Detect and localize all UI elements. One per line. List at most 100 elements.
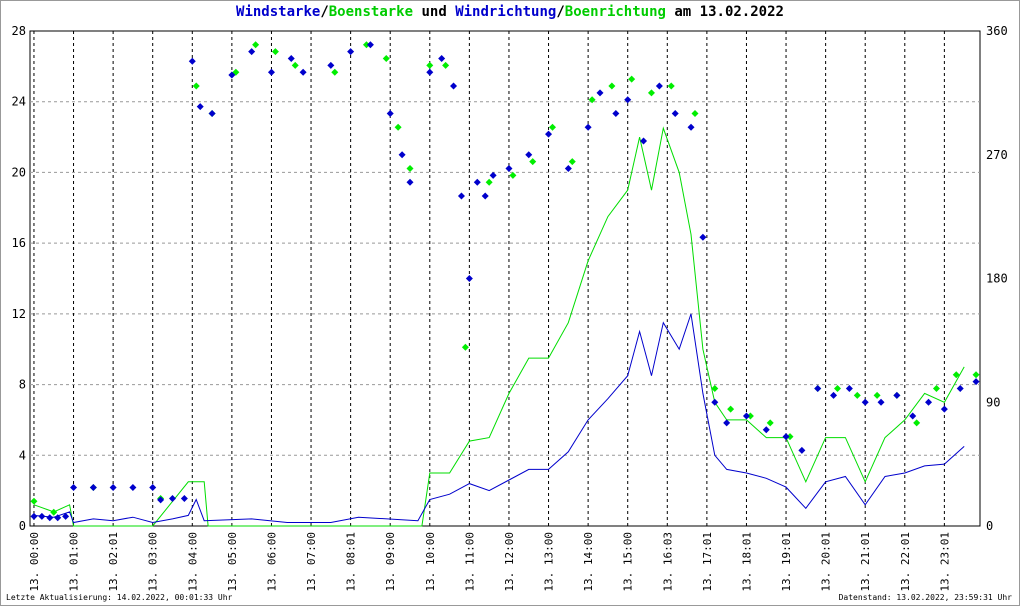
title-part-4: Windrichtung bbox=[455, 4, 557, 20]
wind-direction-point-48 bbox=[711, 398, 719, 406]
gust-direction-point-17 bbox=[461, 343, 469, 351]
gust-direction-point-40 bbox=[932, 385, 940, 392]
wind-direction-point-6 bbox=[89, 484, 97, 491]
gust-direction-point-14 bbox=[406, 165, 414, 172]
x-tick-14: 13. 14:00 bbox=[582, 532, 595, 592]
wind-direction-point-57 bbox=[861, 398, 869, 406]
wind-direction-point-64 bbox=[972, 378, 980, 386]
x-tick-23: 13. 23:01 bbox=[938, 532, 951, 592]
title-part-3: und bbox=[413, 4, 456, 20]
gust-direction-point-11 bbox=[362, 41, 370, 49]
title-part-7: am 13.02.2022 bbox=[665, 4, 784, 20]
gust-direction-point-33 bbox=[786, 433, 794, 441]
wind-direction-point-39 bbox=[584, 123, 592, 131]
x-tick-21: 13. 21:01 bbox=[859, 532, 872, 592]
title-part-5: / bbox=[556, 4, 565, 20]
wind-direction-point-46 bbox=[687, 123, 695, 131]
gust-direction-point-42 bbox=[972, 371, 980, 379]
wind-direction-point-33 bbox=[481, 192, 489, 200]
wind-direction-point-36 bbox=[525, 151, 533, 159]
wind-direction-point-42 bbox=[624, 96, 632, 104]
wind-direction-point-21 bbox=[327, 61, 335, 69]
y-left-tick-0: 0 bbox=[19, 519, 26, 533]
wind-direction-point-1 bbox=[38, 512, 46, 520]
wind-direction-point-12 bbox=[180, 495, 188, 502]
x-tick-22: 13. 22:01 bbox=[899, 532, 912, 592]
y-left-tick-5: 20 bbox=[12, 165, 26, 179]
wind-direction-point-9 bbox=[149, 484, 157, 491]
wind-direction-point-58 bbox=[877, 398, 885, 406]
x-tick-7: 13. 07:00 bbox=[305, 532, 318, 592]
gust-direction-point-16 bbox=[442, 61, 450, 69]
wind-direction-point-26 bbox=[406, 178, 414, 186]
wind-direction-point-56 bbox=[845, 385, 853, 392]
x-tick-17: 13. 17:01 bbox=[701, 532, 714, 592]
wind-direction-point-2 bbox=[46, 514, 54, 522]
gust-direction-point-30 bbox=[727, 405, 735, 413]
x-tick-5: 13. 05:00 bbox=[226, 532, 239, 592]
x-tick-18: 13. 18:01 bbox=[740, 532, 753, 592]
wind-direction-point-18 bbox=[267, 68, 275, 76]
wind-direction-point-44 bbox=[655, 82, 663, 90]
x-tick-2: 13. 02:01 bbox=[107, 532, 120, 592]
wind-direction-point-14 bbox=[196, 103, 204, 111]
gust-direction-point-29 bbox=[711, 385, 719, 392]
wind-direction-point-24 bbox=[386, 110, 394, 117]
y-left-tick-4: 16 bbox=[12, 236, 26, 250]
gust-direction-point-22 bbox=[568, 158, 576, 166]
gust-direction-point-9 bbox=[291, 61, 299, 69]
gust-direction-point-21 bbox=[549, 123, 556, 131]
plot-area bbox=[29, 30, 981, 527]
x-tick-0: 13. 00:00 bbox=[28, 532, 41, 592]
y-right-tick-1: 90 bbox=[986, 395, 1000, 409]
chart-title: Windstarke/Boenstarke und Windrichtung/B… bbox=[0, 4, 1020, 20]
gust-direction-point-31 bbox=[746, 412, 754, 420]
wind-direction-point-32 bbox=[473, 178, 481, 186]
wind-direction-point-29 bbox=[450, 82, 458, 90]
x-tick-13: 13. 13:00 bbox=[543, 532, 556, 592]
x-tick-19: 13. 19:01 bbox=[780, 532, 793, 592]
wind-direction-point-47 bbox=[699, 233, 707, 241]
x-tick-3: 13. 03:00 bbox=[147, 532, 160, 592]
gust-direction-point-36 bbox=[853, 391, 861, 399]
x-tick-16: 13. 16:03 bbox=[661, 532, 674, 592]
gust-direction-point-15 bbox=[426, 61, 434, 69]
gust-direction-point-10 bbox=[331, 68, 339, 76]
gust-direction-point-4 bbox=[192, 82, 200, 90]
wind-direction-point-7 bbox=[109, 484, 117, 491]
wind-direction-point-28 bbox=[438, 55, 446, 62]
wind-direction-point-35 bbox=[505, 165, 513, 172]
wind-direction-point-52 bbox=[782, 433, 790, 441]
wind-direction-point-60 bbox=[909, 412, 917, 420]
y-left-tick-1: 4 bbox=[19, 448, 26, 462]
wind-direction-point-19 bbox=[287, 55, 295, 62]
title-part-0: Windstarke bbox=[236, 4, 321, 20]
wind-direction-point-54 bbox=[814, 385, 822, 392]
wind-speed-line bbox=[33, 313, 965, 524]
wind-direction-point-5 bbox=[70, 484, 78, 491]
wind-direction-point-51 bbox=[762, 426, 770, 434]
wind-direction-point-0 bbox=[30, 512, 38, 520]
y-right-tick-3: 270 bbox=[986, 148, 1008, 162]
wind-direction-point-13 bbox=[188, 57, 196, 65]
gust-direction-point-27 bbox=[667, 82, 675, 90]
wind-direction-point-63 bbox=[956, 385, 964, 392]
gust-direction-point-13 bbox=[394, 123, 402, 131]
wind-direction-point-37 bbox=[545, 130, 553, 138]
y-left-tick-2: 8 bbox=[19, 378, 26, 392]
data-status-text: Datenstand: 13.02.2022, 23:59:31 Uhr bbox=[838, 593, 1012, 602]
y-right-tick-2: 180 bbox=[986, 272, 1008, 286]
x-tick-6: 13. 06:00 bbox=[265, 532, 278, 592]
wind-direction-point-17 bbox=[248, 48, 256, 56]
wind-direction-point-31 bbox=[465, 275, 473, 282]
gust-direction-point-37 bbox=[873, 391, 881, 399]
y-left-tick-6: 24 bbox=[12, 95, 26, 109]
wind-direction-point-49 bbox=[723, 419, 731, 427]
y-right-tick-0: 0 bbox=[986, 519, 993, 533]
x-tick-1: 13. 01:00 bbox=[68, 532, 81, 592]
x-tick-9: 13. 09:00 bbox=[384, 532, 397, 592]
y-right-tick-4: 360 bbox=[986, 24, 1008, 38]
wind-direction-point-50 bbox=[742, 412, 750, 420]
wind-direction-point-40 bbox=[596, 89, 604, 97]
x-tick-15: 13. 15:00 bbox=[622, 532, 635, 592]
